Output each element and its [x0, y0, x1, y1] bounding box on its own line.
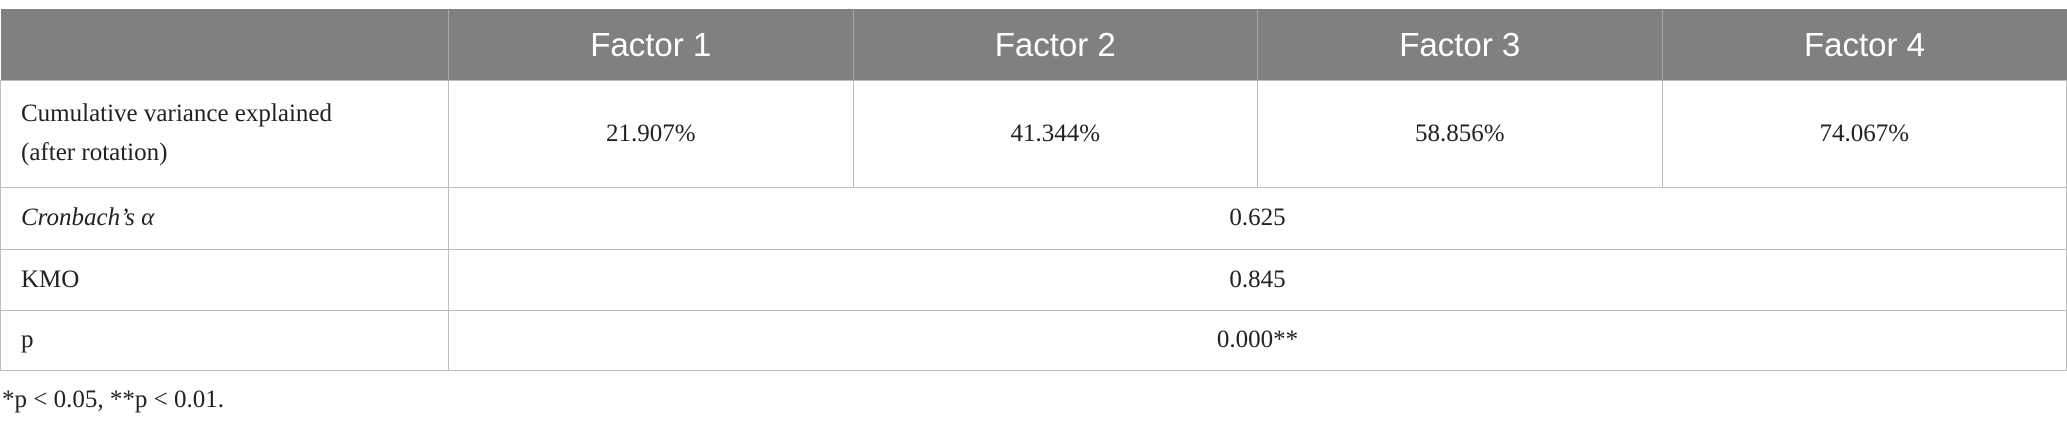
- cell: 21.907%: [448, 80, 854, 188]
- column-header: Factor 1: [448, 9, 853, 81]
- cell: 58.856%: [1257, 80, 1663, 188]
- row-label: KMO: [0, 249, 449, 311]
- column-header: Factor 4: [1661, 9, 2067, 81]
- cell: 74.067%: [1661, 80, 2067, 188]
- header-row: Factor 1 Factor 2 Factor 3 Factor 4: [0, 9, 2067, 81]
- cell: 0.000**: [448, 310, 2067, 371]
- table-row: p 0.000**: [0, 310, 2067, 371]
- cell: 0.625: [448, 187, 2067, 250]
- row-label: Cronbach’s α: [0, 187, 449, 250]
- footnote: *p < 0.05, **p < 0.01.: [2, 386, 224, 413]
- row-label: p: [0, 310, 449, 371]
- row-label: Cumulative variance explained (after rot…: [0, 80, 449, 188]
- results-table: Factor 1 Factor 2 Factor 3 Factor 4 Cumu…: [0, 9, 2067, 371]
- header-corner: [0, 9, 449, 81]
- column-header: Factor 3: [1257, 9, 1662, 81]
- table-row: Cumulative variance explained (after rot…: [0, 80, 2067, 188]
- table-row: KMO 0.845: [0, 249, 2067, 311]
- table-row: Cronbach’s α 0.625: [0, 187, 2067, 250]
- column-header: Factor 2: [852, 9, 1258, 81]
- cell: 0.845: [448, 249, 2067, 311]
- cell: 41.344%: [852, 80, 1258, 188]
